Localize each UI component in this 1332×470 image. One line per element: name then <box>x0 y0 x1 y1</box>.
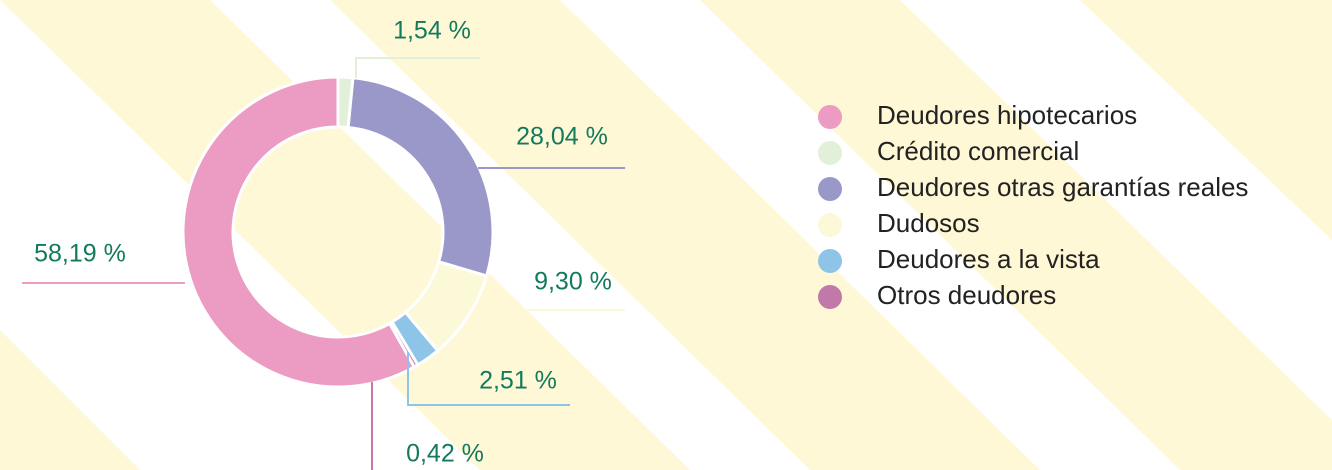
value-label: 1,54 % <box>393 17 471 45</box>
chart: 58,19 % 1,54 % 28,04 % 9,30 % 2,51 % 0,42 % De… <box>0 0 1332 470</box>
legend-marker <box>818 249 842 273</box>
legend-marker <box>818 105 842 129</box>
legend-marker <box>818 177 842 201</box>
legend-label: Crédito comercial <box>877 136 1079 166</box>
legend-label: Deudores a la vista <box>877 244 1100 274</box>
legend-marker <box>818 141 842 165</box>
legend-marker <box>818 213 842 237</box>
value-label: 28,04 % <box>516 123 608 151</box>
legend-marker <box>818 285 842 309</box>
legend-label: Otros deudores <box>877 280 1056 310</box>
legend-label: Deudores otras garantías reales <box>877 172 1248 202</box>
value-label: 2,51 % <box>479 367 557 395</box>
value-label: 0,42 % <box>406 440 484 468</box>
legend-label: Dudosos <box>877 208 980 238</box>
value-label: 9,30 % <box>534 268 612 296</box>
value-label: 58,19 % <box>34 240 126 268</box>
legend-label: Deudores hipotecarios <box>877 100 1137 130</box>
